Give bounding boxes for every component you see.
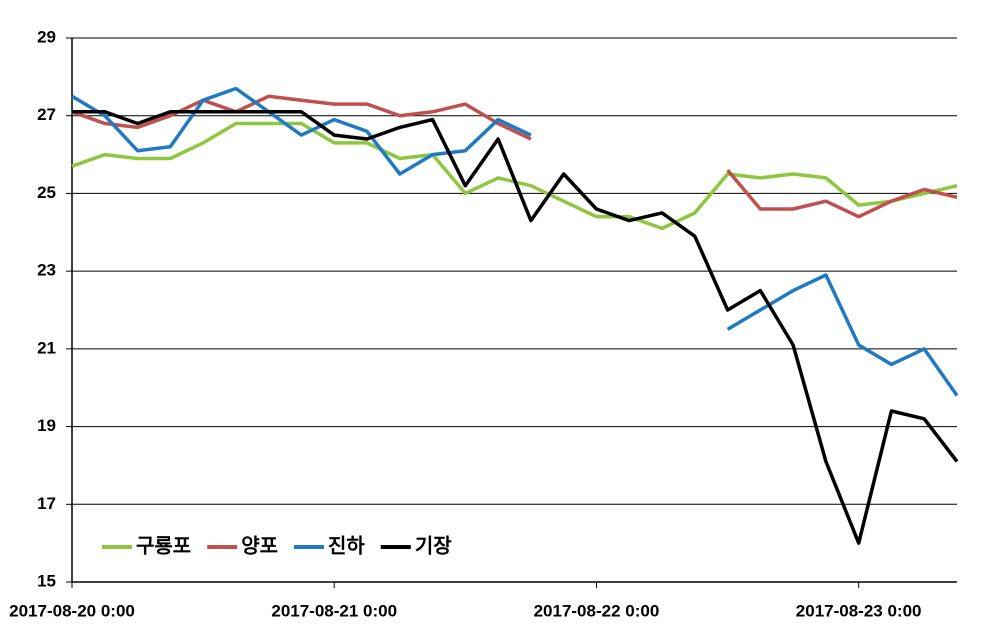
legend: 구룡포 양포 진하 기장: [102, 534, 452, 557]
x-tick-label: 2017-08-20 0:00: [9, 601, 135, 620]
legend-label: 구룡포: [136, 534, 191, 557]
series-line: [71, 94, 958, 219]
legend-label: 양포: [241, 534, 278, 557]
y-tick-label: 29: [37, 27, 56, 46]
x-tick-label: 2017-08-21 0:00: [271, 601, 397, 620]
y-tick-label: 23: [37, 261, 56, 280]
x-tick-label: 2017-08-23 0:00: [796, 601, 922, 620]
y-tick-label: 17: [37, 494, 56, 513]
y-tick-label: 21: [37, 338, 56, 357]
series-line: [72, 110, 959, 545]
legend-label: 기장: [415, 534, 452, 557]
legend-label: 진하: [328, 534, 365, 557]
y-tick-label: 19: [37, 416, 56, 435]
y-tick-label: 25: [37, 183, 56, 202]
series-line: [71, 86, 959, 397]
y-tick-label: 15: [37, 571, 56, 590]
y-tick-label: 27: [37, 105, 56, 124]
x-tick-label: 2017-08-22 0:00: [534, 601, 660, 620]
